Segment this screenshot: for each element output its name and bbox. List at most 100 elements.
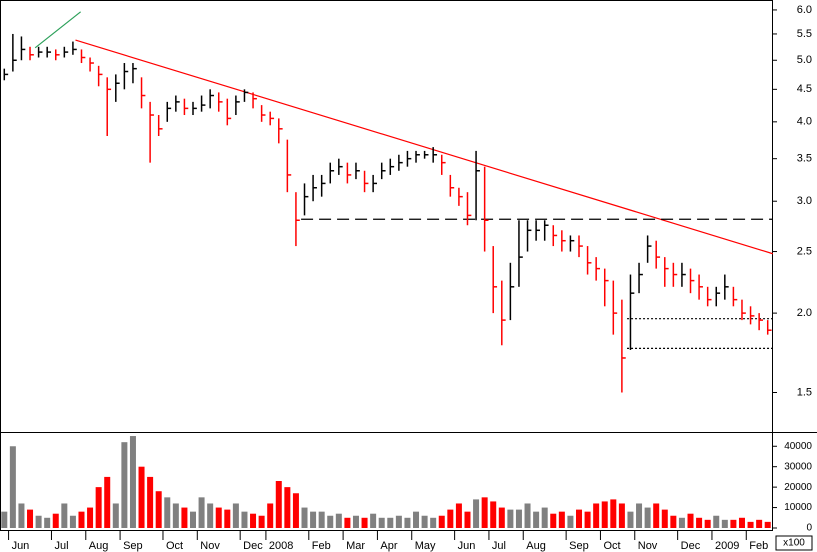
- volume-unit: x100: [783, 538, 805, 549]
- volume-bar: [387, 517, 394, 528]
- y-tick-label: 2.5: [797, 245, 812, 257]
- volume-bar: [18, 503, 25, 528]
- volume-bar: [327, 515, 334, 528]
- volume-bar: [87, 507, 94, 528]
- volume-bar: [696, 517, 703, 528]
- x-tick-label: Jun: [12, 540, 30, 552]
- y-tick-label: 5.0: [797, 54, 812, 66]
- x-tick-label: Jun: [458, 540, 476, 552]
- volume-bar: [618, 503, 625, 528]
- volume-bar: [430, 517, 437, 528]
- x-tick-label: 2008: [269, 540, 293, 552]
- y-tick-label: 4.0: [797, 116, 812, 128]
- volume-bar: [207, 503, 214, 528]
- volume-bar: [189, 511, 197, 528]
- unit-box: [775, 535, 813, 551]
- volume-bar: [69, 515, 76, 528]
- volume-bar: [310, 511, 317, 528]
- x-tick-label: Nov: [638, 540, 658, 552]
- volume-bar: [575, 509, 583, 528]
- volume-bar: [215, 507, 222, 528]
- volume-bar: [250, 513, 257, 528]
- volume-tick-label: 10000: [784, 502, 812, 513]
- volume-bar: [636, 503, 643, 528]
- volume-bar: [498, 507, 505, 528]
- volume-bar: [147, 476, 154, 528]
- volume-bar: [747, 521, 754, 528]
- volume-bar: [593, 503, 600, 528]
- volume-bar: [584, 511, 591, 528]
- y-tick-label: 2.0: [797, 307, 812, 319]
- annotation-line: [34, 11, 82, 49]
- y-tick-label: 3.5: [797, 153, 812, 165]
- volume-bar: [121, 442, 128, 528]
- volume-bar: [601, 501, 608, 528]
- volume-bar: [473, 499, 480, 528]
- volume-bar: [515, 509, 522, 528]
- volume-bar: [275, 481, 282, 528]
- volume-bar: [9, 446, 16, 528]
- y-tick-label: 6.0: [797, 4, 812, 16]
- volume-bar: [284, 487, 291, 528]
- x-tick-label: Oct: [603, 540, 620, 552]
- x-tick-label: Nov: [200, 540, 220, 552]
- x-tick-label: Oct: [166, 540, 183, 552]
- volume-bar: [421, 515, 428, 528]
- volume-bar: [533, 511, 540, 528]
- volume-bar: [395, 515, 402, 528]
- volume-tick-label: 30000: [784, 461, 812, 472]
- volume-bar: [730, 519, 737, 528]
- volume-bar: [301, 507, 308, 528]
- volume-bar: [481, 497, 488, 528]
- volume-bar: [44, 517, 51, 528]
- volume-bar: [507, 509, 514, 528]
- volume-bar: [490, 501, 497, 528]
- x-tick-label: Feb: [749, 540, 768, 552]
- volume-bar: [198, 497, 205, 528]
- volume-bar: [172, 503, 179, 528]
- x-tick-label: May: [415, 540, 436, 552]
- y-tick-label: 5.5: [797, 28, 812, 40]
- volume-bar: [438, 515, 445, 528]
- volume-bar: [455, 503, 462, 528]
- x-tick-label: Jul: [492, 540, 506, 552]
- volume-bar: [721, 519, 728, 528]
- volume-bar: [1, 511, 8, 528]
- volume-tick-label: 20000: [784, 482, 812, 493]
- volume-bar: [627, 511, 634, 528]
- volume-bar: [550, 513, 557, 528]
- volume-bar: [138, 466, 145, 528]
- x-tick-label: Dec: [681, 540, 701, 552]
- volume-bar: [413, 511, 420, 528]
- volume-bar: [129, 436, 136, 528]
- volume-bar: [464, 511, 471, 528]
- volume-tick-label: 0: [806, 523, 812, 534]
- volume-bar: [335, 513, 342, 528]
- volume-bar: [378, 517, 385, 528]
- volume-bar: [35, 515, 42, 528]
- volume-bar: [224, 509, 231, 528]
- volume-bar: [370, 513, 377, 528]
- volume-bar: [653, 503, 660, 528]
- volume-bar: [78, 511, 85, 528]
- volume-bar: [541, 507, 548, 528]
- x-tick-label: Dec: [243, 540, 263, 552]
- y-tick-label: 3.0: [797, 195, 812, 207]
- volume-bar: [713, 515, 720, 528]
- volume-bar: [344, 517, 351, 528]
- volume-bar: [61, 503, 68, 528]
- x-tick-label: Aug: [526, 540, 546, 552]
- volume-bar: [670, 515, 677, 528]
- volume-bar: [687, 513, 694, 528]
- volume-bar: [241, 511, 248, 528]
- volume-bar: [318, 511, 325, 528]
- volume-bar: [704, 519, 711, 528]
- volume-bar: [447, 509, 454, 528]
- volume-bar: [104, 476, 111, 528]
- volume-bar: [738, 517, 745, 528]
- annotation-line: [75, 39, 774, 255]
- y-tick-label: 1.5: [797, 386, 812, 398]
- x-tick-label: Mar: [346, 540, 365, 552]
- volume-bar: [764, 521, 771, 528]
